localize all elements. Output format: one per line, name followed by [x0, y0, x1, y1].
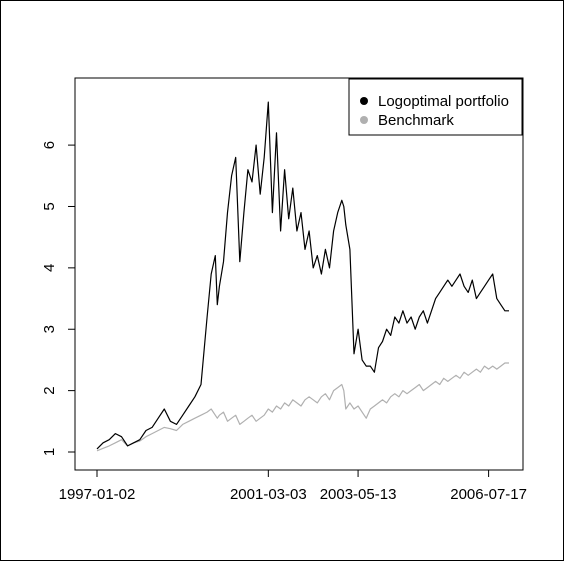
y-tick-label: 5 [41, 202, 58, 210]
legend-label-logoptimal: Logoptimal portfolio [378, 93, 509, 110]
legend: Logoptimal portfolio Benchmark [348, 78, 523, 136]
x-tick-label: 2006-07-17 [450, 486, 527, 503]
series-line-benchmark [96, 362, 509, 452]
series-line-logoptimal-portfolio [96, 101, 509, 450]
x-tick-label: 2003-05-13 [320, 486, 397, 503]
plot-area-border [74, 77, 524, 471]
legend-marker-benchmark [360, 116, 368, 124]
y-tick-label: 2 [41, 386, 58, 394]
y-tick-label: 6 [41, 141, 58, 149]
x-tick-label: 2001-03-03 [230, 486, 307, 503]
legend-marker-logoptimal [360, 97, 368, 105]
y-tick-label: 3 [41, 325, 58, 333]
y-tick-label: 1 [41, 448, 58, 456]
y-axis: 1 2 3 4 5 6 [41, 141, 76, 456]
legend-box [348, 78, 523, 136]
y-tick-label: 4 [41, 264, 58, 272]
legend-label-benchmark: Benchmark [378, 112, 454, 129]
x-tick-label: 1997-01-02 [59, 486, 136, 503]
x-axis: 1997-01-02 2001-03-03 2003-05-13 2006-07-17 [59, 469, 527, 503]
series-layer [96, 101, 509, 452]
